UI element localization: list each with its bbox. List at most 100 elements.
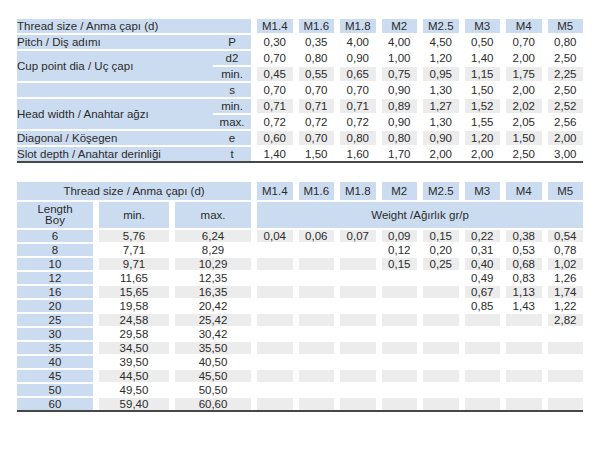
value-cell: 0,60 xyxy=(251,129,293,145)
row-label: Head width / Anahtar ağzı xyxy=(17,97,213,129)
weight-cell xyxy=(417,270,459,284)
value-cell: 2,00 xyxy=(417,145,459,161)
table-row: Cup point dia / Uç çapıd20,700,800,901,0… xyxy=(17,49,583,65)
weight-cell xyxy=(293,242,335,256)
weight-cell xyxy=(334,284,376,298)
row-symbol: max. xyxy=(213,113,251,129)
size-header-m1.6: M1.6 xyxy=(293,180,335,200)
weight-cell xyxy=(251,368,293,382)
min-column-header: min. xyxy=(93,200,169,228)
value-cell: 0,90 xyxy=(376,81,418,97)
size-header-m2: M2 xyxy=(376,180,418,200)
weight-cell xyxy=(251,256,293,270)
size-header-m4: M4 xyxy=(500,17,542,33)
weight-cell xyxy=(293,298,335,312)
length-cell: 8 xyxy=(17,242,93,256)
weight-cell: 1,26 xyxy=(542,270,584,284)
value-cell: 0,90 xyxy=(376,113,418,129)
weight-cell xyxy=(251,396,293,410)
weight-cell xyxy=(251,326,293,340)
table-row: s0,700,700,700,901,301,502,002,50 xyxy=(17,81,583,97)
weight-cell xyxy=(542,354,584,368)
value-cell: 0,80 xyxy=(293,49,335,65)
length-cell: 45 xyxy=(17,368,93,382)
weight-cell xyxy=(417,284,459,298)
row-symbol: min. xyxy=(213,97,251,113)
spec-table: Thread size / Anma çapı (d) M1.4M1.6M1.8… xyxy=(17,17,583,163)
row-symbol: t xyxy=(213,145,251,161)
weight-cell xyxy=(251,382,293,396)
value-cell: 0,55 xyxy=(293,65,335,81)
weight-cell xyxy=(542,382,584,396)
min-cell: 34,50 xyxy=(93,340,169,354)
value-cell: 4,00 xyxy=(376,33,418,49)
weight-cell xyxy=(459,326,501,340)
weight-cell xyxy=(542,326,584,340)
weight-cell xyxy=(417,382,459,396)
weight-cell: 0,22 xyxy=(459,228,501,242)
value-cell: 0,80 xyxy=(334,129,376,145)
value-cell: 0,71 xyxy=(293,97,335,113)
weight-cell: 0,85 xyxy=(459,298,501,312)
value-cell: 1,50 xyxy=(500,129,542,145)
weight-cell xyxy=(417,326,459,340)
weight-cell xyxy=(459,354,501,368)
value-cell: 1,15 xyxy=(459,65,501,81)
table-row: 5049,5050,50 xyxy=(17,382,583,396)
weight-cell: 0,15 xyxy=(417,228,459,242)
weight-cell xyxy=(293,382,335,396)
weight-cell: 0,40 xyxy=(459,256,501,270)
weight-cell xyxy=(542,396,584,410)
value-cell: 4,00 xyxy=(334,33,376,49)
weight-cell: 0,53 xyxy=(500,242,542,256)
weight-cell xyxy=(293,270,335,284)
max-cell: 30,42 xyxy=(169,326,251,340)
length-cell: 10 xyxy=(17,256,93,270)
weight-cell: 0,31 xyxy=(459,242,501,256)
weight-cell xyxy=(251,312,293,326)
max-cell: 8,29 xyxy=(169,242,251,256)
weight-cell: 0,07 xyxy=(334,228,376,242)
size-header-m5: M5 xyxy=(542,180,584,200)
weight-cell xyxy=(251,354,293,368)
value-cell: 1,00 xyxy=(376,49,418,65)
size-header-m4: M4 xyxy=(500,180,542,200)
weight-cell xyxy=(500,340,542,354)
size-header-m2.5: M2.5 xyxy=(417,17,459,33)
value-cell: 1,75 xyxy=(500,65,542,81)
weight-cell xyxy=(500,368,542,382)
value-cell: 1,27 xyxy=(417,97,459,113)
value-cell: 0,50 xyxy=(459,33,501,49)
table-row: 1615,6516,350,671,131,74 xyxy=(17,284,583,298)
size-header-m3: M3 xyxy=(459,17,501,33)
weight-cell xyxy=(293,312,335,326)
weight-subheader-row: Length Boy min. max. Weight /Ağırlık gr/… xyxy=(17,200,583,228)
value-cell: 2,50 xyxy=(542,49,584,65)
row-symbol: P xyxy=(213,33,251,49)
weight-cell xyxy=(251,298,293,312)
length-cell: 12 xyxy=(17,270,93,284)
weight-cell: 0,68 xyxy=(500,256,542,270)
value-cell: 0,80 xyxy=(542,33,584,49)
weight-cell xyxy=(459,368,501,382)
weight-cell xyxy=(417,340,459,354)
value-cell: 0,70 xyxy=(293,129,335,145)
table-row: Slot depth / Anahtar derinliğit1,401,501… xyxy=(17,145,583,161)
weight-cell: 0,09 xyxy=(376,228,418,242)
spec-table-title: Thread size / Anma çapı (d) xyxy=(17,17,251,33)
weight-cell xyxy=(459,312,501,326)
max-cell: 20,42 xyxy=(169,298,251,312)
weight-cell: 1,43 xyxy=(500,298,542,312)
min-cell: 15,65 xyxy=(93,284,169,298)
max-cell: 16,35 xyxy=(169,284,251,298)
min-cell: 24,58 xyxy=(93,312,169,326)
size-header-m1.8: M1.8 xyxy=(334,180,376,200)
weight-header-row: Thread size / Anma çapı (d) M1.4M1.6M1.8… xyxy=(17,180,583,200)
value-cell: 3,00 xyxy=(542,145,584,161)
weight-cell xyxy=(334,396,376,410)
weight-table-title: Thread size / Anma çapı (d) xyxy=(17,180,251,200)
weight-cell xyxy=(293,256,335,270)
value-cell: 0,72 xyxy=(251,113,293,129)
max-cell: 10,29 xyxy=(169,256,251,270)
row-label: Cup point dia / Uç çapı xyxy=(17,49,213,81)
